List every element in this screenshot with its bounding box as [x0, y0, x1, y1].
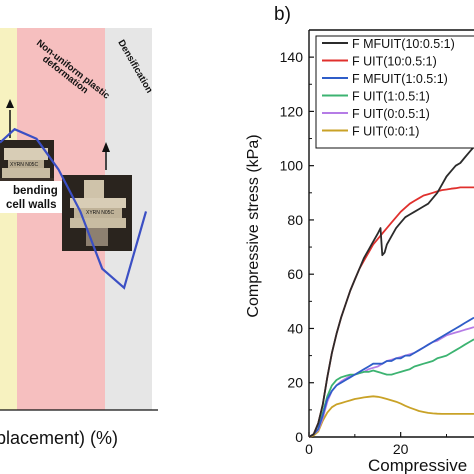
y-tick-label: 0 [295, 429, 303, 445]
photo-specimen-densification: XYRN N05C [62, 175, 132, 251]
series-line-panel-a [0, 127, 148, 290]
annotation-line1: bending [13, 185, 58, 197]
arrowhead-2 [102, 142, 110, 152]
arrowhead-1 [6, 99, 14, 108]
series-line [308, 395, 474, 438]
y-tick-label: 60 [287, 266, 303, 282]
photo-label-1: XYRN N05C [10, 162, 38, 168]
legend-label: F UIT(1:0.5:1) [352, 90, 430, 104]
photo-label-2: XYRN N05C [86, 210, 114, 216]
panel-a: Non-uniform plastic deformation Densific… [0, 28, 158, 448]
panel-b: b) Compressive stress (kPa) Compressive … [245, 4, 474, 474]
annotation-box [0, 181, 62, 213]
panel-b-y-axis-label: Compressive stress (kPa) [245, 134, 262, 317]
legend-label: F MFUIT(1:0.5:1) [352, 72, 448, 86]
legend-label: F UIT(0:0:1) [352, 125, 419, 139]
legend-label: F UIT(10:0.5:1) [352, 55, 437, 69]
panel-b-legend: F MFUIT(10:0.5:1) F UIT(10:0.5:1) F MFUIT(… [315, 35, 474, 149]
series-line [308, 146, 474, 438]
legend-label: F MFUIT(10:0.5:1) [352, 37, 455, 51]
panel-b-x-axis-label: Compressive [368, 456, 467, 474]
panel-b-label: b) [274, 4, 291, 25]
panel-b-series [308, 146, 474, 438]
legend-label: F UIT(0:0.5:1) [352, 107, 430, 121]
region-elastic [0, 28, 17, 410]
y-tick-label: 120 [280, 103, 304, 119]
y-tick-label: 100 [280, 158, 304, 174]
x-tick-label: 0 [305, 441, 313, 457]
series-line [308, 316, 474, 438]
y-tick-label: 80 [287, 212, 303, 228]
series-line [308, 338, 474, 438]
legend-box [315, 35, 474, 149]
panel-a-x-axis-label: placement) (%) [0, 428, 118, 448]
panel-b-axes: 0 20 40 60 80 100 120 140 0 20 [280, 29, 474, 457]
annotation-line2: cell walls [6, 199, 57, 211]
x-tick-label: 20 [393, 441, 409, 457]
y-tick-label: 40 [287, 320, 303, 336]
y-tick-label: 20 [287, 375, 303, 391]
y-tick-label: 140 [280, 49, 304, 65]
